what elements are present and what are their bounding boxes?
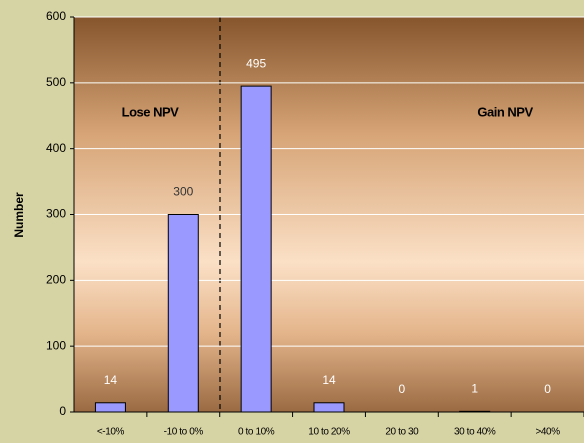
y-tick-label: 600 <box>46 9 66 23</box>
value-label: 0 <box>544 382 551 396</box>
x-tick-label: >40% <box>535 427 560 438</box>
y-tick-label: 0 <box>59 404 66 418</box>
value-label: 300 <box>173 185 193 199</box>
bar <box>313 402 345 413</box>
value-label: 495 <box>246 56 266 70</box>
x-tick-label: 0 to 10% <box>238 427 275 438</box>
bar <box>167 214 199 413</box>
y-tick-label: 400 <box>46 141 66 155</box>
annotation: Gain NPV <box>477 104 533 119</box>
bar <box>94 402 126 413</box>
x-tick-label: 30 to 40% <box>454 427 496 438</box>
y-tick-label: 200 <box>46 273 66 287</box>
bar <box>240 85 272 413</box>
y-tick-label: 300 <box>46 207 66 221</box>
value-label: 0 <box>399 382 406 396</box>
y-tick-label: 500 <box>46 75 66 89</box>
x-tick-label: -10 to 0% <box>164 427 204 438</box>
x-tick-label: 20 to 30 <box>385 427 419 438</box>
x-tick-label: 10 to 20% <box>308 427 350 438</box>
x-tick-label: <-10% <box>97 427 125 438</box>
annotation: Lose NPV <box>122 104 180 119</box>
value-label: 14 <box>104 373 118 387</box>
y-axis-label: Number <box>12 192 26 238</box>
value-label: 14 <box>322 373 336 387</box>
bar <box>459 410 491 413</box>
value-label: 1 <box>471 382 478 396</box>
y-tick-label: 100 <box>46 338 66 352</box>
